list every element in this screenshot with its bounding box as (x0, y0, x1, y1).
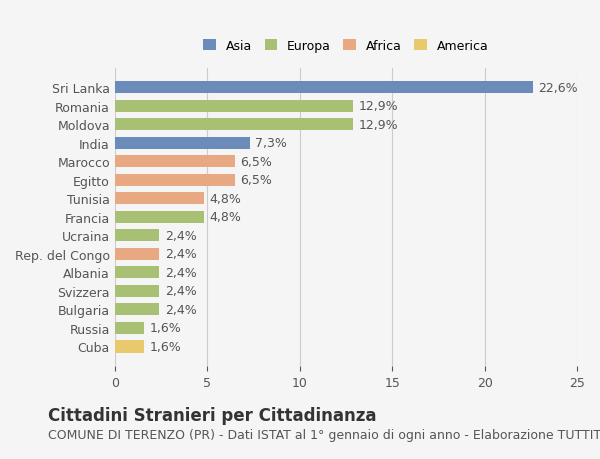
Bar (115, 341, 145, 353)
Text: 2,4%: 2,4% (165, 266, 197, 279)
Bar (115, 248, 159, 260)
Bar (115, 211, 203, 224)
Bar (115, 230, 159, 242)
Bar (115, 119, 353, 131)
Text: 12,9%: 12,9% (359, 118, 398, 131)
Bar (115, 82, 533, 94)
Bar (115, 174, 235, 186)
Bar (115, 267, 159, 279)
Bar (115, 193, 203, 205)
Text: 4,8%: 4,8% (209, 192, 241, 205)
Text: COMUNE DI TERENZO (PR) - Dati ISTAT al 1° gennaio di ogni anno - Elaborazione TU: COMUNE DI TERENZO (PR) - Dati ISTAT al 1… (48, 428, 600, 442)
Bar (115, 156, 235, 168)
Text: 7,3%: 7,3% (256, 137, 287, 150)
Text: 2,4%: 2,4% (165, 303, 197, 316)
Text: 6,5%: 6,5% (241, 156, 272, 168)
Text: Cittadini Stranieri per Cittadinanza: Cittadini Stranieri per Cittadinanza (48, 406, 377, 424)
Text: 22,6%: 22,6% (538, 82, 578, 95)
Bar (115, 304, 159, 316)
Bar (115, 285, 159, 297)
Text: 1,6%: 1,6% (150, 322, 182, 335)
Text: 6,5%: 6,5% (241, 174, 272, 187)
Text: 12,9%: 12,9% (359, 100, 398, 113)
Text: 2,4%: 2,4% (165, 230, 197, 242)
Text: 4,8%: 4,8% (209, 211, 241, 224)
Bar (115, 322, 145, 334)
Bar (115, 137, 250, 150)
Text: 2,4%: 2,4% (165, 285, 197, 298)
Text: 2,4%: 2,4% (165, 248, 197, 261)
Bar (115, 101, 353, 112)
Text: 1,6%: 1,6% (150, 340, 182, 353)
Legend: Asia, Europa, Africa, America: Asia, Europa, Africa, America (200, 36, 493, 56)
